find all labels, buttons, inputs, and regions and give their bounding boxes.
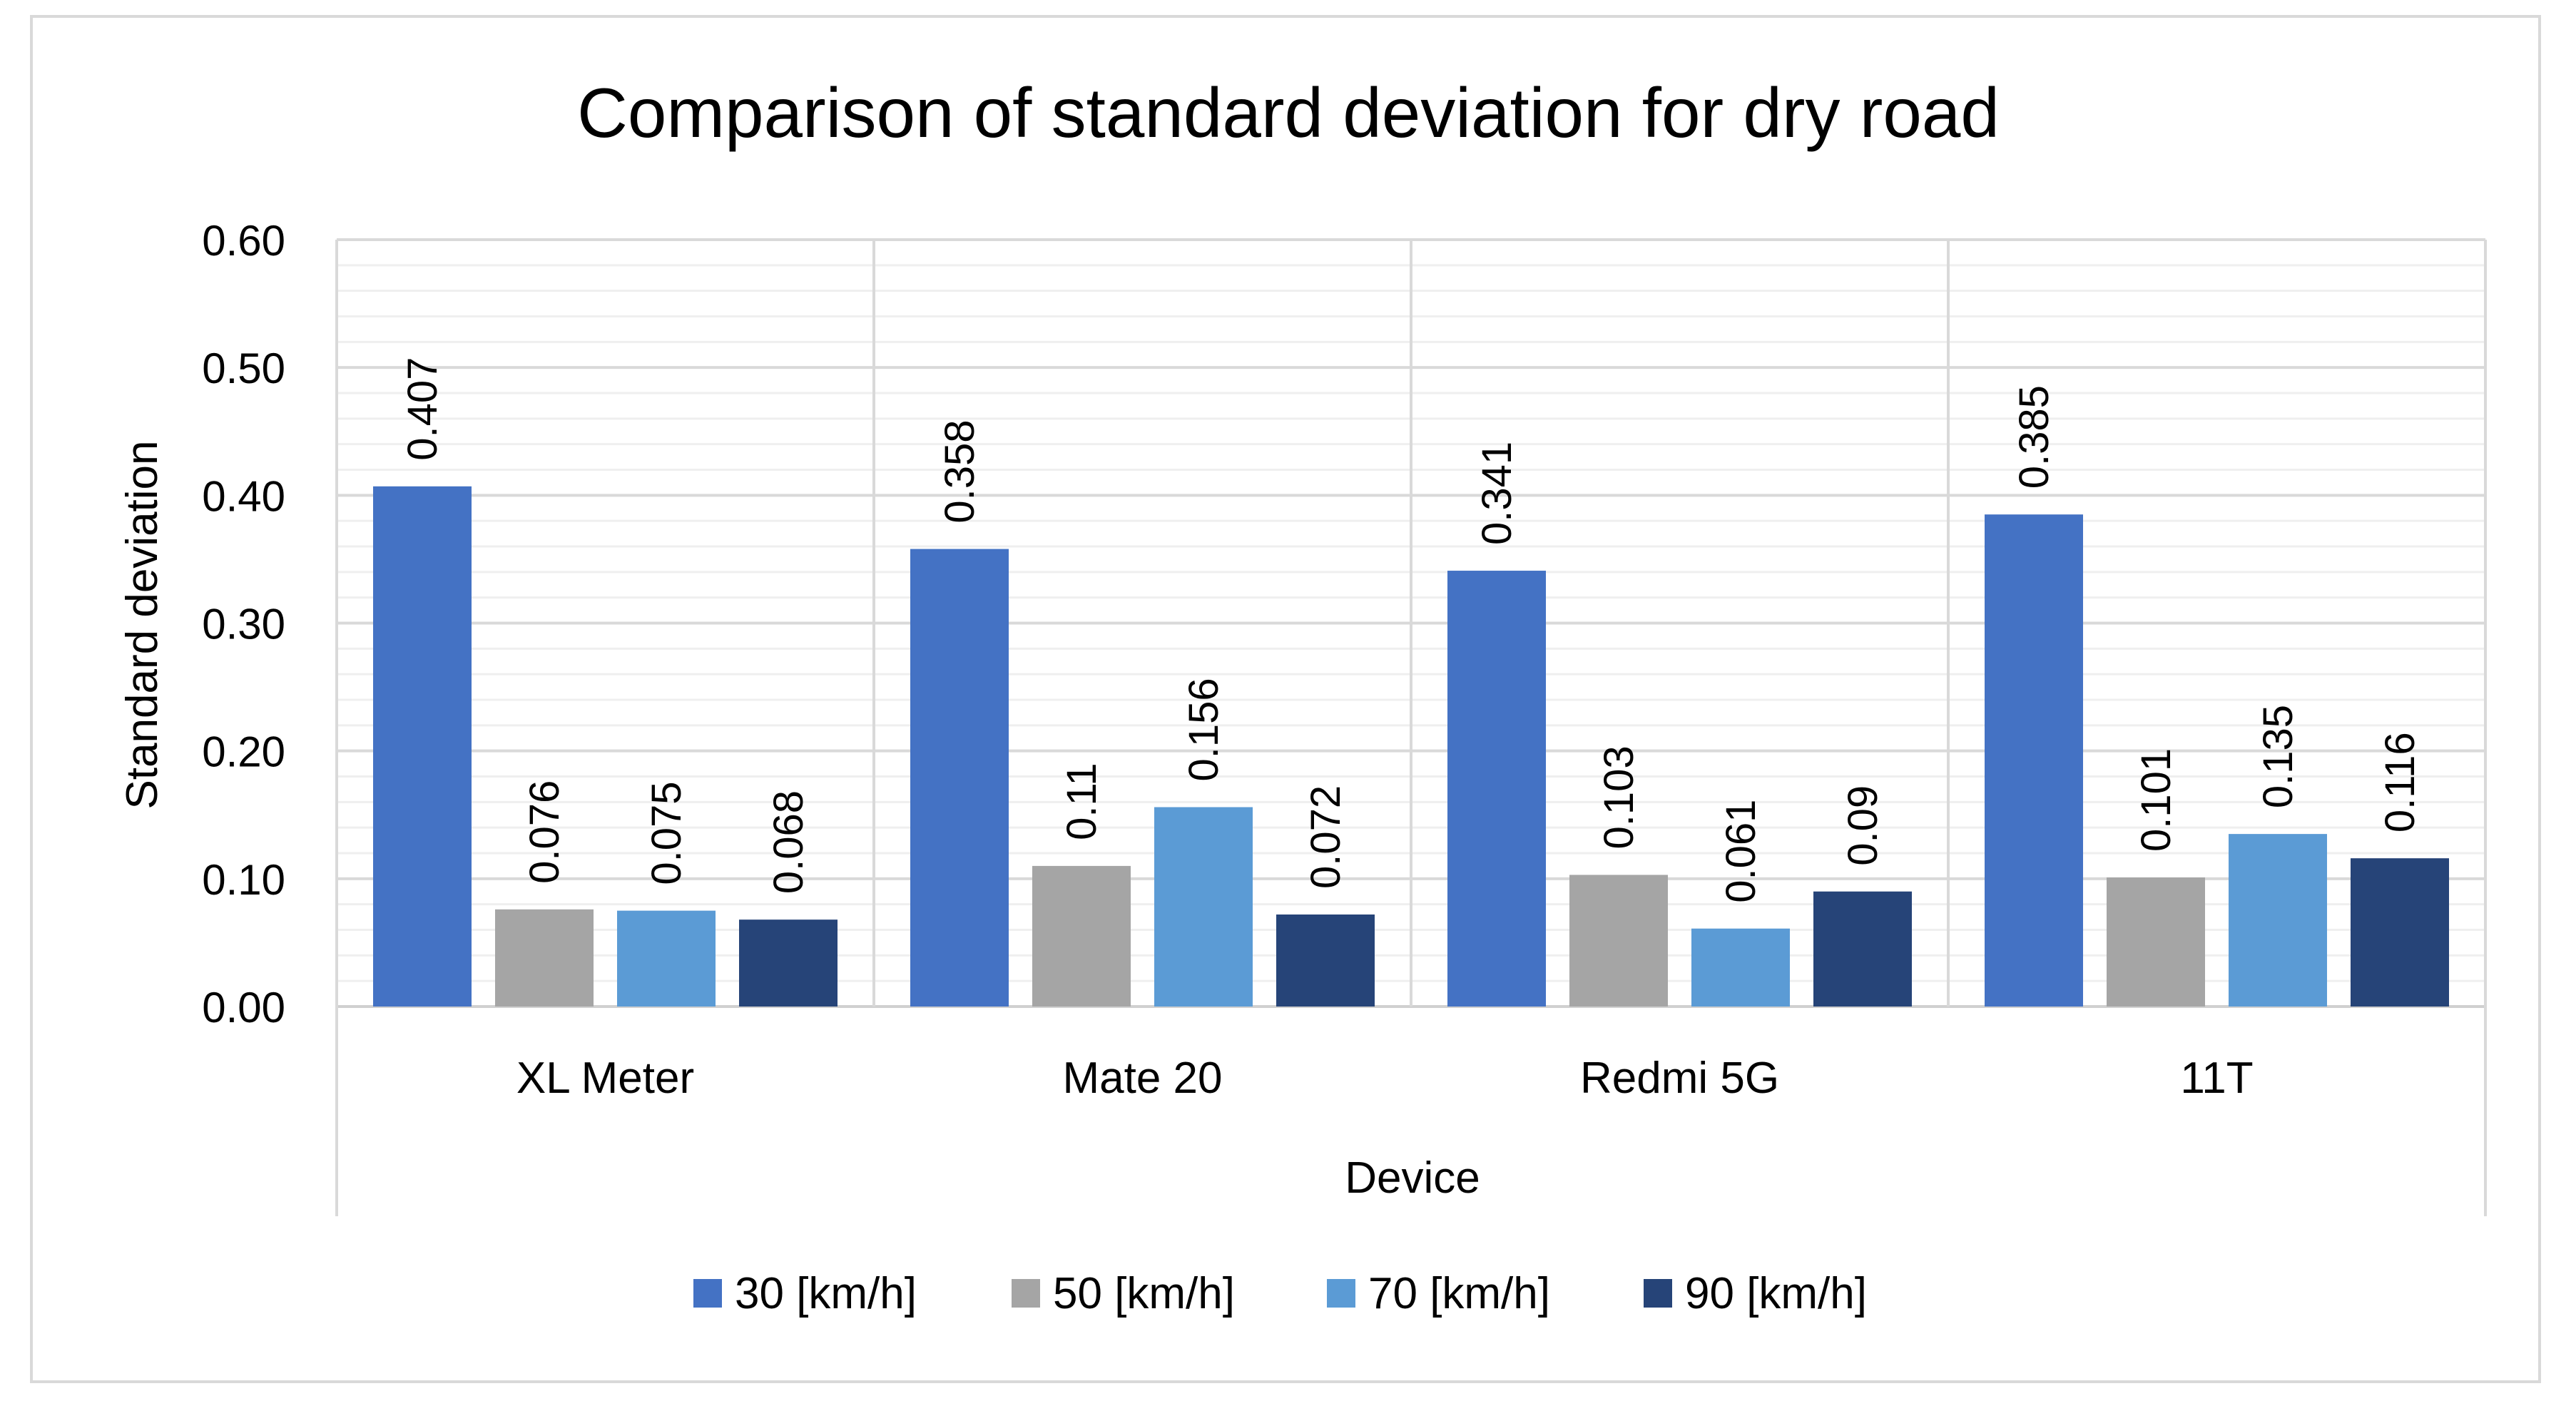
bar-labels: 0.407 0.076 0.075 0.068 0.358 0.11 0.156 0.072 0… xyxy=(399,357,2423,903)
data-label: 0.135 xyxy=(2255,705,2301,808)
bar xyxy=(1985,514,2083,1007)
y-tick-label: 0.50 xyxy=(202,345,285,392)
legend-swatch xyxy=(693,1279,722,1308)
bar xyxy=(1154,807,1253,1007)
bar xyxy=(495,909,594,1007)
legend-label: 90 [km/h] xyxy=(1685,1269,1867,1318)
x-axis-ticks: XL Meter Mate 20 Redmi 5G 11T xyxy=(516,1054,2254,1103)
data-label: 0.072 xyxy=(1303,785,1349,889)
data-label: 0.075 xyxy=(643,781,690,885)
data-label: 0.101 xyxy=(2133,748,2179,852)
x-tick-label: Mate 20 xyxy=(1062,1054,1222,1103)
x-tick-label: 11T xyxy=(2180,1054,2253,1103)
y-tick-label: 0.40 xyxy=(202,472,285,520)
bar xyxy=(1569,875,1668,1007)
bar xyxy=(1691,928,1790,1007)
data-label: 0.116 xyxy=(2377,732,2423,832)
bar xyxy=(2229,834,2327,1007)
data-label: 0.061 xyxy=(1718,800,1764,903)
x-tick-label: Redmi 5G xyxy=(1580,1054,1779,1103)
legend: 30 [km/h] 50 [km/h] 70 [km/h] 90 [km/h] xyxy=(693,1269,1867,1318)
x-tick-label: XL Meter xyxy=(516,1054,694,1103)
data-label: 0.103 xyxy=(1596,745,1642,849)
legend-label: 50 [km/h] xyxy=(1053,1269,1235,1318)
legend-swatch xyxy=(1327,1279,1355,1308)
data-label: 0.407 xyxy=(399,357,446,461)
data-label: 0.076 xyxy=(521,780,568,884)
bar xyxy=(373,486,472,1007)
y-tick-label: 0.00 xyxy=(202,984,285,1031)
data-label: 0.385 xyxy=(2011,385,2057,489)
y-tick-label: 0.10 xyxy=(202,856,285,904)
data-label: 0.11 xyxy=(1059,763,1105,840)
bar xyxy=(1447,571,1546,1007)
y-tick-label: 0.20 xyxy=(202,728,285,776)
data-label: 0.341 xyxy=(1474,442,1520,545)
y-axis-title: Standard deviation xyxy=(118,440,167,809)
legend-swatch xyxy=(1644,1279,1672,1308)
data-label: 0.156 xyxy=(1181,678,1227,781)
data-label: 0.358 xyxy=(937,419,983,523)
bar xyxy=(1032,865,1131,1007)
legend-label: 70 [km/h] xyxy=(1368,1269,1550,1318)
legend-swatch xyxy=(1012,1279,1040,1308)
bar xyxy=(1276,915,1375,1007)
y-tick-label: 0.60 xyxy=(202,217,285,265)
bar xyxy=(910,549,1009,1007)
bars xyxy=(373,486,2449,1007)
bar xyxy=(2107,877,2205,1007)
bar xyxy=(739,919,838,1007)
bar xyxy=(1813,891,1912,1007)
y-tick-label: 0.30 xyxy=(202,601,285,648)
data-label: 0.09 xyxy=(1840,785,1886,866)
bar xyxy=(2351,858,2449,1007)
x-axis-title: Device xyxy=(1345,1153,1480,1203)
data-label: 0.068 xyxy=(765,790,812,894)
y-axis-ticks: 0.00 0.10 0.20 0.30 0.40 0.50 0.60 xyxy=(202,217,285,1031)
legend-label: 30 [km/h] xyxy=(735,1269,917,1318)
chart-title: Comparison of standard deviation for dry… xyxy=(577,73,2000,152)
bar xyxy=(617,910,716,1007)
